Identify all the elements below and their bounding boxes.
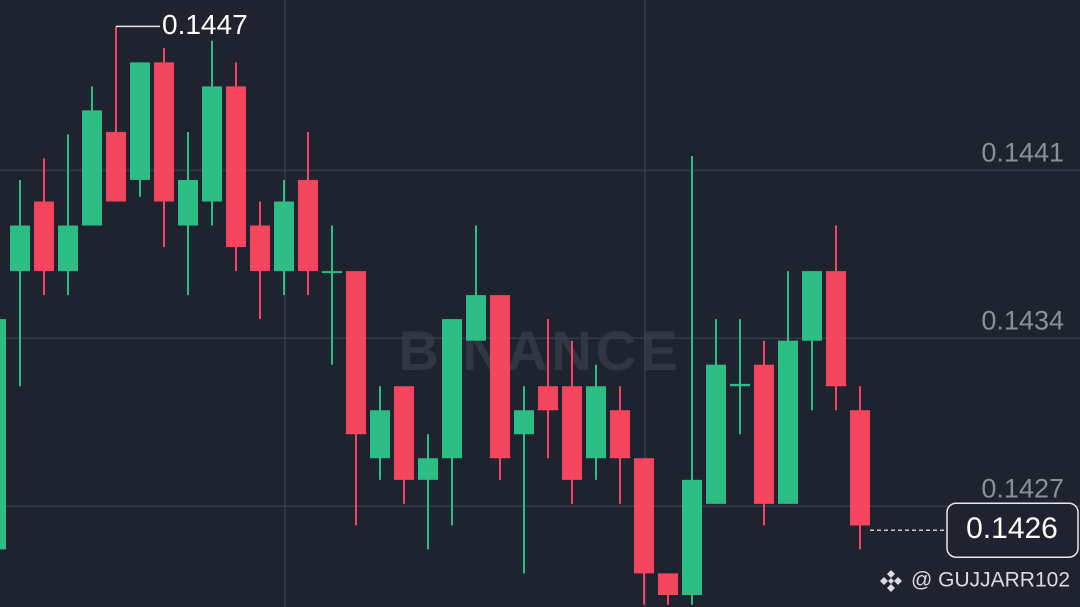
y-tick-label: 0.1434 — [981, 305, 1064, 335]
candle-body — [850, 410, 870, 526]
candle-body — [58, 225, 78, 272]
candle-body — [82, 110, 102, 226]
candle-body — [106, 131, 126, 202]
price-label: 0.1426 — [966, 512, 1058, 545]
candle-body — [34, 201, 54, 272]
footer-icon — [880, 570, 902, 592]
overlay: 0.1447 0.1426 — [116, 9, 1079, 558]
candle-body — [418, 458, 438, 480]
candle-body — [466, 295, 486, 341]
y-tick-label: 0.1427 — [981, 473, 1064, 503]
candle-body — [514, 410, 534, 435]
candle-body — [226, 86, 246, 248]
candle-body — [658, 573, 678, 596]
candle-body — [538, 386, 558, 411]
candle-body — [754, 364, 774, 504]
candle-body — [586, 386, 606, 459]
candle-body — [706, 364, 726, 504]
candle-body — [202, 86, 222, 202]
candle-body — [178, 179, 198, 226]
candle-body — [682, 479, 702, 596]
candle-body — [298, 179, 318, 272]
candle-body — [490, 295, 510, 459]
y-tick-label: 0.1441 — [981, 137, 1064, 167]
candle-body — [250, 225, 270, 272]
candle-body — [346, 271, 366, 435]
candle-body — [0, 319, 6, 550]
candle-body — [10, 225, 30, 272]
candle-body — [730, 383, 750, 387]
candle-body — [610, 410, 630, 459]
candle-body — [442, 319, 462, 459]
grid: 0.1427 0.1434 0.1441 — [0, 137, 1080, 507]
candle-body — [634, 458, 654, 574]
candle-body — [370, 410, 390, 459]
high-label: 0.1447 — [162, 9, 248, 40]
price-box — [946, 502, 1079, 558]
candle-body — [394, 386, 414, 480]
candle-body — [154, 62, 174, 202]
candle-body — [562, 386, 582, 480]
candle-body — [826, 271, 846, 387]
candle-body — [802, 271, 822, 341]
candles — [0, 26, 870, 605]
watermark: BINANCE — [398, 319, 681, 382]
candle-body — [130, 62, 150, 180]
candle-body — [322, 271, 342, 274]
footer: @ GUJJARR102 — [911, 569, 1070, 592]
candle-body — [274, 201, 294, 272]
candle-body — [778, 340, 798, 504]
